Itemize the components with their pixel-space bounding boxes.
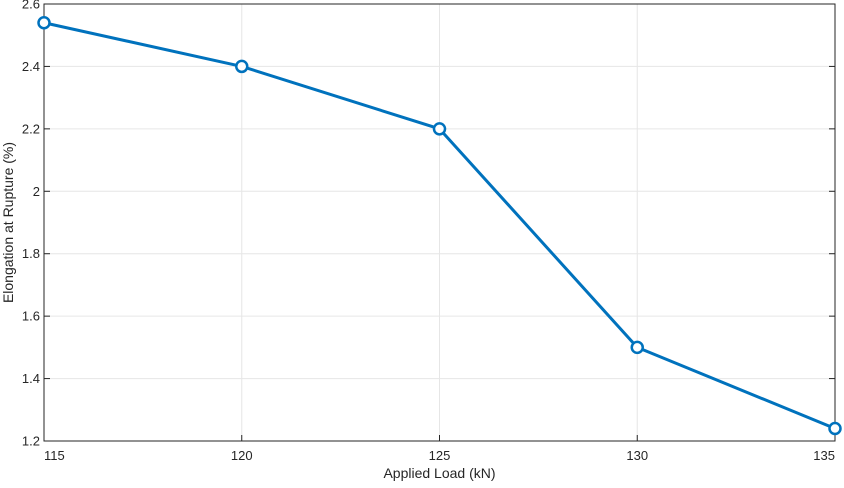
y-tick-label: 2.6 [22, 0, 40, 12]
x-tick-label: 120 [231, 448, 253, 463]
x-axis-label: Applied Load (kN) [383, 465, 495, 481]
y-tick-label: 2 [33, 184, 40, 199]
data-point-marker [630, 340, 644, 355]
x-tick-label: 125 [429, 448, 451, 463]
x-tick-label: 130 [626, 448, 648, 463]
data-point-marker [235, 59, 249, 74]
axis-ticks: 115 120 125 130 135 1.2 1.4 1.6 1.8 2 2.2 2.4 2.6 [22, 0, 836, 463]
y-tick-label: 1.4 [22, 371, 40, 386]
data-point-marker [828, 421, 842, 436]
y-tick-label: 2.2 [22, 121, 40, 136]
y-tick-label: 1.6 [22, 309, 40, 324]
series-layer [37, 15, 842, 436]
y-tick-label: 1.8 [22, 246, 40, 261]
x-tick-label: 135 [813, 448, 835, 463]
y-axis-label: Elongation at Rupture (%) [0, 142, 16, 303]
x-tick-label: 115 [44, 448, 65, 463]
data-point-marker [37, 15, 51, 30]
data-point-marker [432, 122, 447, 136]
grid [43, 3, 836, 442]
y-tick-label: 2.4 [22, 59, 40, 74]
y-tick-label: 1.2 [22, 434, 40, 449]
